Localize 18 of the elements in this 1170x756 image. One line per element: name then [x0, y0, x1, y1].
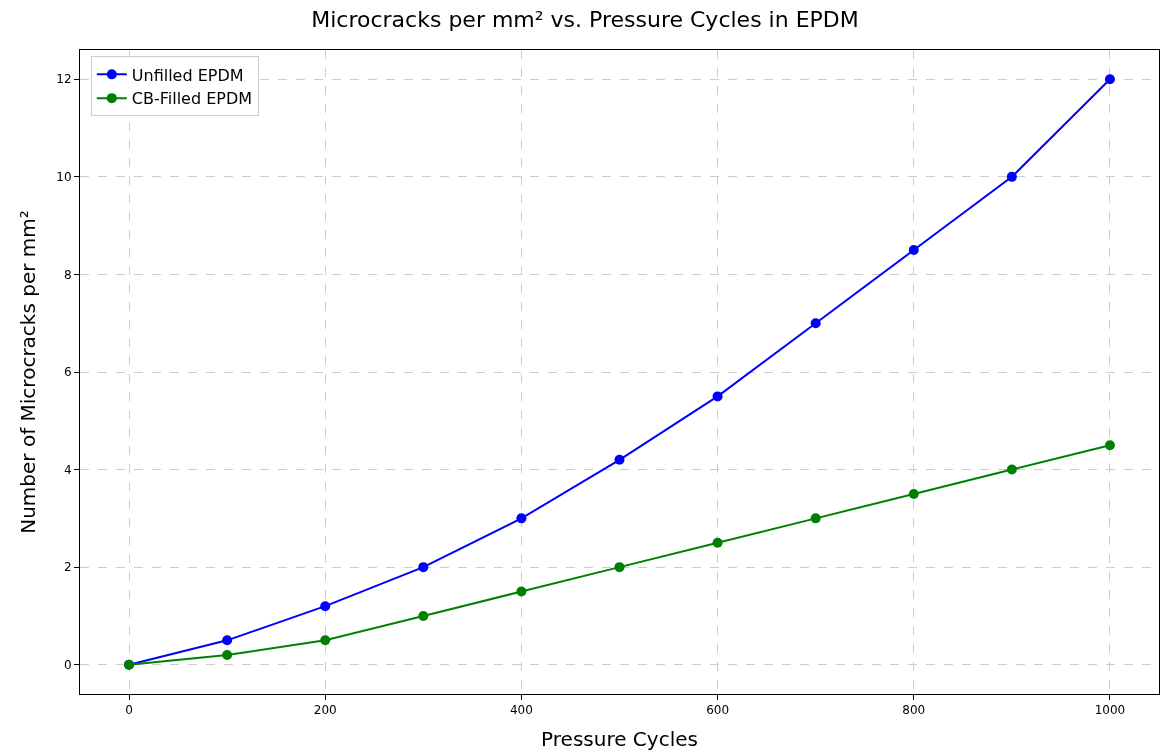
y-tick-label: 12: [56, 72, 72, 87]
y-tick-label: 0: [63, 657, 72, 672]
x-tick-label: 1000: [1094, 703, 1126, 718]
y-tick-label: 6: [63, 365, 72, 380]
legend-label: CB-Filled EPDM: [131, 89, 253, 109]
x-tick-label: 400: [509, 703, 533, 718]
y-tick-label: 8: [63, 267, 72, 282]
y-axis-title: Number of Microcracks per mm²: [15, 210, 40, 534]
x-tick-label: 800: [902, 703, 926, 718]
x-tick-label: 0: [125, 703, 133, 718]
x-tick-label: 600: [706, 703, 730, 718]
x-axis-title: Pressure Cycles: [541, 726, 698, 751]
y-tick-label: 2: [63, 560, 72, 575]
chart-title: Microcracks per mm² vs. Pressure Cycles in EPDM: [311, 6, 859, 32]
x-tick-label: 200: [313, 703, 337, 718]
y-tick-label: 4: [63, 462, 72, 477]
y-tick-label: 10: [56, 170, 72, 185]
legend-label: Unfilled EPDM: [131, 65, 244, 85]
